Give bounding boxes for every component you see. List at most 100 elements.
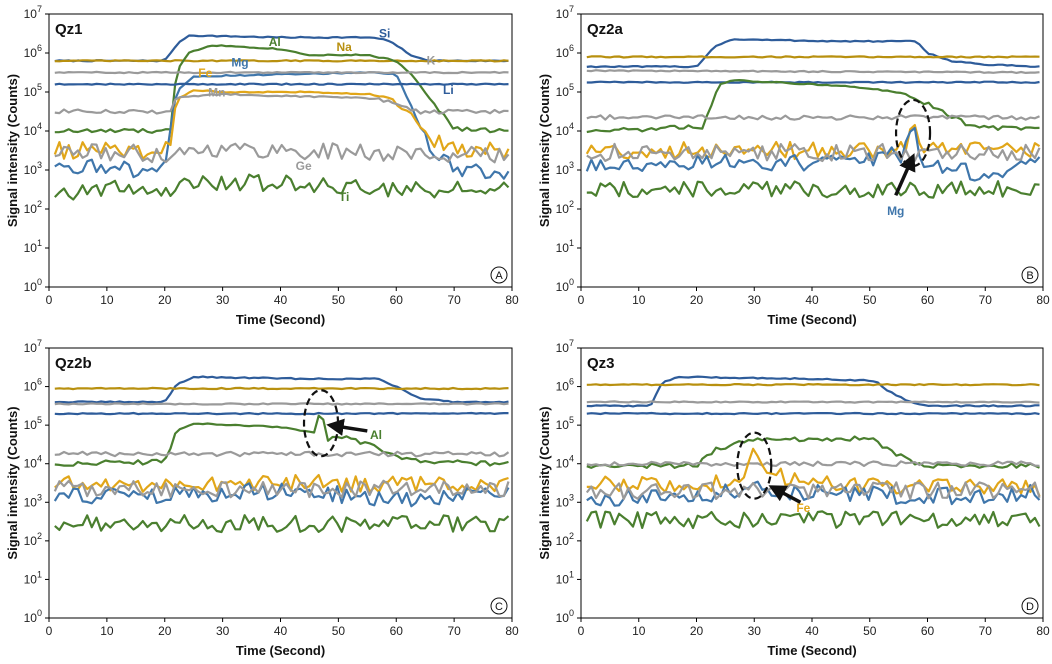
- x-tick-label: 70: [447, 624, 461, 638]
- x-tick-label: 40: [274, 624, 288, 638]
- series-line-fe: [586, 447, 1041, 497]
- series-line-na: [586, 55, 1040, 59]
- y-tick-label: 100: [556, 277, 574, 294]
- series-line-na: [586, 383, 1040, 387]
- y-tick-label: 101: [24, 569, 42, 586]
- series-line-li: [54, 82, 509, 86]
- series-label-ge: Ge: [296, 159, 312, 173]
- y-tick-label: 105: [556, 82, 574, 99]
- series-line-ca: [586, 69, 1040, 75]
- x-tick-label: 80: [505, 293, 519, 307]
- series-label-mn: Mn: [208, 86, 225, 100]
- y-tick-label: 104: [24, 121, 42, 138]
- y-tick-label: 100: [24, 608, 42, 625]
- y-tick-label: 106: [556, 377, 574, 394]
- series-line-k: [54, 402, 509, 406]
- x-axis-label: Time (Second): [236, 643, 325, 658]
- series-line-fe: [53, 89, 510, 160]
- x-tick-label: 0: [578, 624, 585, 638]
- annotation-arrow: [326, 418, 368, 436]
- y-tick-label: 100: [556, 608, 574, 625]
- y-tick-label: 104: [556, 454, 574, 471]
- x-tick-label: 50: [863, 293, 877, 307]
- x-tick-label: 80: [1036, 624, 1050, 638]
- series-label-al: Al: [269, 35, 281, 49]
- y-axis-label: Signal intensity (Counts): [537, 74, 552, 227]
- x-tick-label: 50: [863, 624, 877, 638]
- x-tick-label: 0: [46, 624, 53, 638]
- y-tick-label: 105: [24, 82, 42, 99]
- x-tick-label: 10: [100, 624, 114, 638]
- series-line-li: [586, 80, 1040, 84]
- chart-panel-B: 0 10 20 30 40 50 60 70 80 100 101 102 103 104 105 106 10…: [537, 4, 1050, 327]
- series-label-na: Na: [336, 40, 352, 54]
- panel-title: Qz3: [587, 355, 615, 372]
- x-tick-label: 30: [748, 624, 762, 638]
- y-tick-label: 103: [24, 160, 42, 177]
- panel-badge-letter: A: [495, 270, 503, 282]
- panel-title: Qz2b: [55, 355, 92, 372]
- panel-title: Qz1: [55, 21, 83, 38]
- x-tick-label: 30: [748, 293, 762, 307]
- x-tick-label: 60: [390, 624, 404, 638]
- annotation-arrow: [768, 485, 802, 504]
- x-tick-label: 10: [100, 293, 114, 307]
- series-line-mn: [586, 113, 1040, 121]
- series-line-ti: [54, 173, 510, 201]
- panel-badge: [1021, 597, 1039, 615]
- y-axis-label: Signal intensity (Counts): [537, 406, 552, 559]
- series-line-ti: [54, 514, 510, 534]
- series-line-k: [586, 400, 1040, 404]
- series-line-al: [586, 78, 1040, 134]
- y-tick-label: 103: [24, 492, 42, 509]
- series-line-ti: [586, 180, 1040, 199]
- x-axis-label: Time (Second): [767, 643, 856, 658]
- series-label-fe: Fe: [198, 66, 212, 80]
- panel-badge: [1021, 266, 1039, 284]
- x-axis-label: Time (Second): [767, 312, 856, 327]
- x-tick-label: 20: [690, 624, 704, 638]
- x-tick-label: 60: [921, 624, 935, 638]
- y-tick-label: 107: [24, 338, 42, 355]
- y-tick-label: 101: [556, 238, 574, 255]
- x-tick-label: 0: [46, 293, 53, 307]
- y-tick-label: 107: [24, 4, 42, 21]
- x-tick-label: 0: [578, 293, 585, 307]
- y-tick-label: 102: [556, 531, 574, 548]
- series-line-si: [54, 34, 509, 63]
- panel-title: Qz2a: [587, 21, 624, 38]
- series-line-mn: [586, 460, 1040, 468]
- x-tick-label: 20: [158, 624, 172, 638]
- highlight-ellipse: [302, 389, 340, 458]
- x-tick-label: 80: [505, 624, 519, 638]
- series-line-na: [54, 59, 509, 63]
- panel-badge: [490, 597, 508, 615]
- y-tick-label: 104: [556, 121, 574, 138]
- series-line-li: [54, 411, 509, 416]
- series-line-si: [54, 375, 509, 404]
- series-line-ti: [585, 510, 1041, 530]
- y-tick-label: 105: [556, 415, 574, 432]
- series-line-ge: [585, 481, 1041, 501]
- y-tick-label: 103: [556, 492, 574, 509]
- y-axis-label: Signal intensity (Counts): [5, 406, 20, 559]
- series-label-mg: Mg: [231, 56, 248, 70]
- y-tick-label: 102: [556, 199, 574, 216]
- panel-badge-letter: C: [495, 601, 503, 613]
- x-tick-label: 20: [158, 293, 172, 307]
- panel-badge-letter: B: [1026, 270, 1033, 282]
- annotation-label: Fe: [796, 501, 810, 515]
- y-tick-label: 106: [24, 377, 42, 394]
- chart-panel-C: 0 10 20 30 40 50 60 70 80 100 101 102 103 104 105 106 10…: [5, 338, 519, 658]
- series-line-k: [54, 70, 509, 75]
- series-label-si: Si: [379, 26, 390, 40]
- x-tick-label: 70: [979, 624, 993, 638]
- x-tick-label: 50: [332, 293, 346, 307]
- series-line-na: [54, 386, 509, 391]
- highlight-ellipse: [736, 431, 773, 500]
- series-line-ge: [53, 479, 510, 499]
- panel-badge: [490, 266, 508, 284]
- series-line-al: [54, 414, 509, 467]
- x-tick-label: 70: [979, 293, 993, 307]
